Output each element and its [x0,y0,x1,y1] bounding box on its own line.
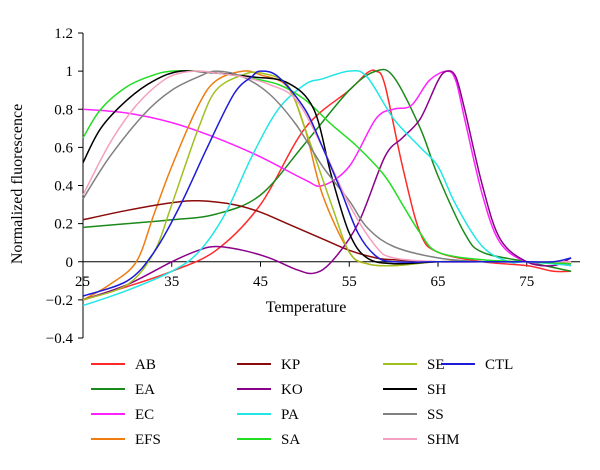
y-tick-label: −0.2 [46,293,73,309]
series-line-ea [82,68,572,273]
legend-label-kp: KP [281,357,300,373]
legend-label-ab: AB [135,357,156,373]
legend-label-ec: EC [135,407,154,423]
y-tick-label: 0.8 [54,102,73,118]
x-axis-title: Temperature [266,299,347,316]
series-line-ec [82,70,572,267]
series-line-pa [82,69,572,307]
series-line-ko [82,70,572,301]
y-tick-label: 1 [66,64,74,80]
legend-label-se: SE [427,357,445,373]
x-tick-label: 75 [519,274,534,290]
legend-label-ko: KO [281,382,303,398]
x-tick-label: 35 [164,274,179,290]
series-line-ctl [82,70,572,297]
series-line-sa [82,70,572,265]
legend-label-ss: SS [427,407,444,423]
legend-label-ea: EA [135,382,155,398]
legend-label-sh: SH [427,382,446,398]
legend-label-ctl: CTL [485,357,513,373]
series-line-ss [82,70,572,263]
y-tick-label: 0 [66,255,74,271]
x-tick-labels: 25 35 45 55 65 75 [75,274,534,290]
axes [78,32,580,339]
y-axis-title: Normalized fluorescence [9,104,26,264]
legend-label-efs: EFS [135,432,161,448]
x-tick-label: 65 [431,274,446,290]
y-tick-labels: 1.2 1 0.8 0.6 0.4 0.2 0 −0.2 −0.4 [46,26,74,347]
series-layer [82,68,572,307]
legend: AB EA EC EFS KP KO PA SA SE SH SS SHM CTL [91,357,513,448]
plot-area [78,32,580,339]
x-tick-label: 55 [342,274,357,290]
legend-label-sa: SA [281,432,300,448]
legend-label-shm: SHM [427,432,460,448]
y-tick-label: 0.4 [54,179,73,195]
y-tick-label: 0.2 [54,217,73,233]
y-tick-label: −0.4 [46,331,74,347]
x-tick-label: 25 [75,274,90,290]
x-tick-label: 45 [253,274,268,290]
y-tick-label: 0.6 [54,140,73,156]
legend-label-pa: PA [281,407,299,423]
y-tick-label: 1.2 [54,26,73,42]
